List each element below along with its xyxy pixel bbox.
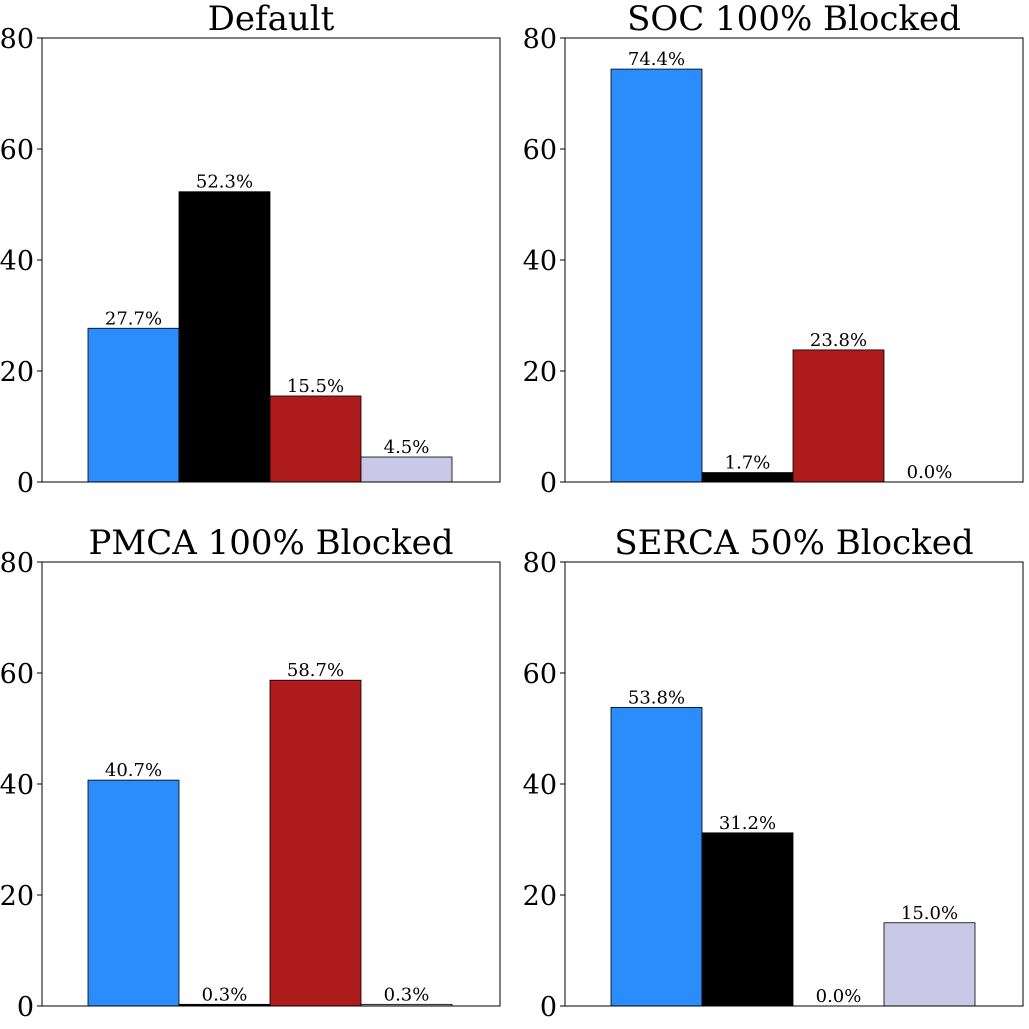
y-tick-label: 80	[523, 24, 557, 55]
data-label: 53.8%	[628, 687, 685, 708]
chart-title: SOC 100% Blocked	[627, 0, 961, 39]
bar	[792, 349, 885, 483]
y-tick-label: 20	[523, 881, 557, 912]
bar	[360, 456, 453, 483]
y-tick-label: 60	[523, 135, 557, 166]
y-tick-label: 20	[0, 357, 34, 388]
data-label: 31.2%	[719, 813, 776, 834]
data-label: 0.3%	[202, 984, 248, 1005]
bar	[87, 779, 180, 1007]
bar	[610, 707, 703, 1007]
data-label: 52.3%	[196, 172, 253, 193]
data-label: 40.7%	[105, 760, 162, 781]
y-tick-label: 60	[0, 135, 34, 166]
bar	[883, 922, 976, 1007]
y-tick-label: 40	[523, 246, 557, 277]
y-tick-label: 0	[17, 992, 34, 1023]
data-label: 0.0%	[816, 986, 862, 1007]
data-label: 1.7%	[725, 453, 771, 474]
y-tick-label: 60	[0, 659, 34, 690]
data-label: 15.0%	[901, 903, 958, 924]
data-label: 15.5%	[287, 376, 344, 397]
data-label: 58.7%	[287, 660, 344, 681]
y-tick-label: 0	[540, 468, 557, 499]
data-label: 27.7%	[105, 308, 162, 329]
chart-title: PMCA 100% Blocked	[89, 523, 454, 563]
y-tick-label: 80	[523, 548, 557, 579]
y-tick-label: 80	[0, 548, 34, 579]
y-tick-label: 20	[523, 357, 557, 388]
chart-panel-2: SOC 100% Blocked 74.4% 1.7% 23.8% 0.0% 0 20 40 6…	[523, 0, 1024, 499]
bar	[269, 395, 362, 483]
bar	[610, 68, 703, 483]
y-tick-label: 0	[17, 468, 34, 499]
data-label: 0.3%	[384, 984, 430, 1005]
chart-panel-4: SERCA 50% Blocked 53.8% 31.2% 0.0% 15.0% 0 20 4…	[523, 523, 1024, 1023]
chart-panel-3: PMCA 100% Blocked 40.7% 0.3% 58.7% 0.3% 0 20 40…	[0, 523, 501, 1023]
y-tick-label: 0	[540, 992, 557, 1023]
y-tick-label: 40	[0, 770, 34, 801]
data-label: 0.0%	[907, 462, 953, 483]
bar	[701, 832, 794, 1007]
chart-title: Default	[208, 0, 335, 39]
data-label: 4.5%	[384, 437, 430, 458]
data-label: 74.4%	[628, 49, 685, 70]
y-tick-label: 40	[0, 246, 34, 277]
bar	[701, 472, 794, 483]
chart-panel-1: Default 27.7% 52.3% 15.5% 4.5% 0 20 40 60 80	[0, 0, 501, 499]
y-tick-label: 40	[523, 770, 557, 801]
data-label: 23.8%	[810, 330, 867, 351]
chart-title: SERCA 50% Blocked	[614, 523, 973, 563]
bar	[178, 191, 271, 483]
y-tick-label: 20	[0, 881, 34, 912]
bar	[269, 679, 362, 1007]
y-tick-label: 60	[523, 659, 557, 690]
bar	[87, 327, 180, 483]
y-tick-label: 80	[0, 24, 34, 55]
